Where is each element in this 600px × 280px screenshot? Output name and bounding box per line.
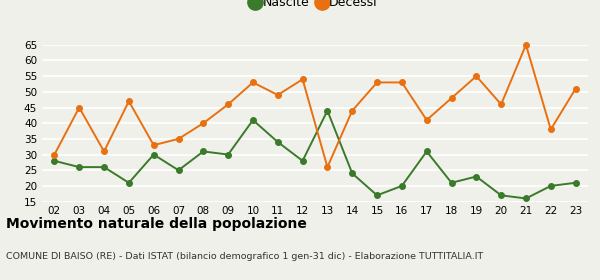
Decessi bbox=[423, 118, 430, 122]
Nascite bbox=[547, 184, 554, 188]
Nascite bbox=[100, 165, 107, 169]
Decessi bbox=[324, 165, 331, 169]
Nascite bbox=[274, 140, 281, 144]
Nascite bbox=[423, 150, 430, 153]
Decessi bbox=[100, 150, 107, 153]
Decessi bbox=[200, 122, 207, 125]
Nascite bbox=[51, 159, 58, 162]
Nascite bbox=[324, 109, 331, 112]
Nascite bbox=[473, 175, 480, 178]
Decessi bbox=[448, 96, 455, 100]
Nascite bbox=[448, 181, 455, 185]
Nascite bbox=[175, 169, 182, 172]
Decessi bbox=[547, 128, 554, 131]
Nascite bbox=[299, 159, 306, 162]
Decessi bbox=[523, 43, 530, 46]
Nascite bbox=[76, 165, 83, 169]
Decessi bbox=[51, 153, 58, 156]
Nascite bbox=[497, 194, 505, 197]
Line: Decessi: Decessi bbox=[52, 42, 578, 170]
Decessi bbox=[175, 137, 182, 141]
Nascite bbox=[572, 181, 579, 185]
Text: Movimento naturale della popolazione: Movimento naturale della popolazione bbox=[6, 217, 307, 231]
Decessi bbox=[76, 106, 83, 109]
Nascite bbox=[373, 194, 380, 197]
Decessi bbox=[572, 87, 579, 90]
Decessi bbox=[398, 81, 406, 84]
Nascite bbox=[250, 118, 257, 122]
Nascite bbox=[523, 197, 530, 200]
Nascite bbox=[349, 172, 356, 175]
Decessi bbox=[473, 74, 480, 78]
Nascite bbox=[200, 150, 207, 153]
Decessi bbox=[349, 109, 356, 112]
Decessi bbox=[125, 100, 133, 103]
Decessi bbox=[299, 78, 306, 81]
Line: Nascite: Nascite bbox=[52, 108, 578, 201]
Nascite bbox=[125, 181, 133, 185]
Decessi bbox=[224, 103, 232, 106]
Decessi bbox=[150, 143, 157, 147]
Decessi bbox=[250, 81, 257, 84]
Nascite bbox=[224, 153, 232, 156]
Decessi bbox=[373, 81, 380, 84]
Decessi bbox=[497, 103, 505, 106]
Decessi bbox=[274, 93, 281, 97]
Nascite bbox=[150, 153, 157, 156]
Legend: Nascite, Decessi: Nascite, Decessi bbox=[247, 0, 383, 15]
Text: COMUNE DI BAISO (RE) - Dati ISTAT (bilancio demografico 1 gen-31 dic) - Elaboraz: COMUNE DI BAISO (RE) - Dati ISTAT (bilan… bbox=[6, 252, 483, 261]
Nascite bbox=[398, 184, 406, 188]
